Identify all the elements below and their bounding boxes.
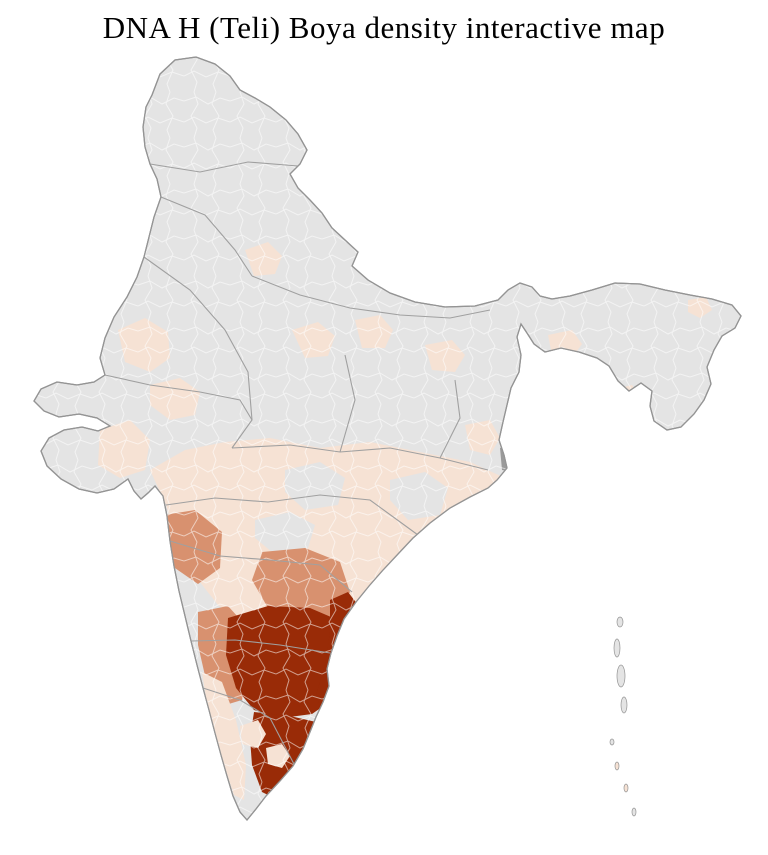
state-border-13 <box>520 354 561 391</box>
page-title: DNA H (Teli) Boya density interactive ma… <box>102 10 666 45</box>
state-border-0 <box>149 161 299 173</box>
island-2[interactable] <box>616 664 626 688</box>
state-border-8 <box>165 494 419 536</box>
state-border-3 <box>104 374 253 421</box>
island-0[interactable] <box>616 616 624 628</box>
state-border-5 <box>251 275 491 319</box>
state-border-1 <box>160 196 253 277</box>
state-border-7 <box>439 379 461 459</box>
state-border-6 <box>339 354 356 453</box>
state-border-10 <box>190 639 331 654</box>
india-outline <box>33 56 742 822</box>
island-1[interactable] <box>613 638 621 658</box>
state-border-9 <box>169 540 353 593</box>
island-5[interactable] <box>614 761 620 771</box>
island-3[interactable] <box>620 696 628 714</box>
state-border-2 <box>143 256 253 449</box>
island-6[interactable] <box>623 783 629 793</box>
state-border-11 <box>202 687 296 767</box>
state-border-4 <box>231 444 489 471</box>
island-4[interactable] <box>609 738 615 746</box>
island-7[interactable] <box>631 807 637 817</box>
